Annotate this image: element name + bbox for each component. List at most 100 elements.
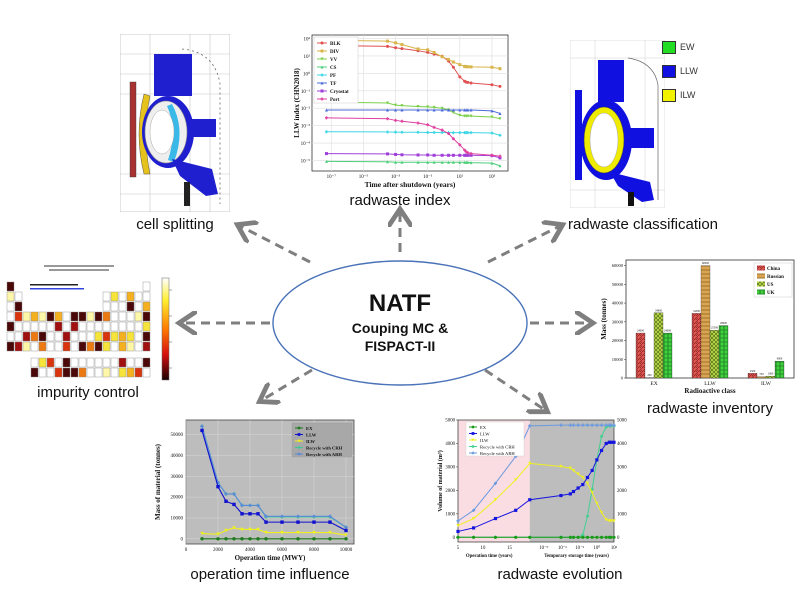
element-cell: [134, 341, 143, 352]
data-point: [469, 152, 473, 156]
data-point: [440, 55, 444, 59]
bar: [774, 360, 785, 379]
data-point: [426, 160, 430, 164]
x-tick-label: 5: [457, 546, 460, 551]
element-cell: [86, 367, 95, 378]
data-point: [466, 153, 470, 157]
impurity-colorbar: [161, 277, 172, 381]
series-recycle-with-arh: [456, 423, 616, 523]
data-point: [466, 108, 470, 112]
data-point: [590, 491, 594, 495]
data-point: [604, 518, 608, 522]
y-right-tick-label: 5000: [617, 419, 627, 424]
data-point: [472, 516, 476, 521]
data-point: [581, 423, 585, 427]
data-point: [394, 152, 398, 156]
bar: [747, 373, 758, 379]
data-point: [498, 67, 502, 71]
data-point: [609, 519, 613, 523]
element-cell: [78, 367, 87, 378]
element-cell: [54, 341, 63, 352]
data-point: [224, 528, 228, 533]
bar-value-label: 60000: [702, 262, 710, 265]
y-tick-label: 50000: [612, 282, 624, 287]
data-point: [514, 478, 518, 482]
element-cell: [134, 331, 143, 342]
data-point: [264, 530, 268, 535]
data-point: [469, 114, 473, 118]
data-point: [590, 487, 594, 491]
element-cell: [54, 367, 63, 378]
y-tick-label: 4000: [445, 442, 455, 447]
data-point: [386, 152, 390, 156]
legend-label: China: [767, 267, 781, 272]
element-cell: [70, 311, 79, 322]
data-point: [490, 161, 494, 165]
data-point: [432, 153, 436, 157]
data-point: [585, 514, 590, 518]
data-point: [595, 501, 599, 505]
element-cell: [126, 341, 135, 352]
x-axis-label: Radioactive class: [684, 387, 735, 395]
data-point: [456, 535, 460, 539]
bar-value-label: 2500: [750, 370, 756, 373]
data-point: [595, 458, 599, 462]
data-point: [463, 148, 467, 152]
data-point: [280, 530, 284, 535]
data-point: [571, 489, 576, 494]
y-tick-label: 3000: [445, 465, 455, 470]
x-tick-label: 10⁰: [593, 545, 600, 551]
data-point: [585, 535, 590, 539]
data-point: [232, 492, 236, 496]
element-cell: [62, 321, 71, 332]
y-tick-label: 1000: [445, 512, 455, 517]
element-cell: [22, 331, 31, 342]
data-point: [248, 527, 252, 532]
data-point: [394, 46, 398, 50]
data-point: [216, 484, 220, 489]
data-point: [498, 156, 502, 160]
radwaste-index-chart: 10⁻⁷ 10⁻⁵ 10⁻³ 10⁻¹ 10¹ 10³ 10² 10¹ 10⁰ 10⁻¹ 10⁻² 1…: [293, 34, 509, 189]
data-point: [458, 113, 462, 117]
x-tick-label: 2000: [213, 548, 224, 553]
data-point: [466, 151, 470, 155]
data-point: [568, 492, 572, 496]
y-tick-label: 30000: [171, 475, 184, 480]
element-cell: [102, 367, 111, 378]
data-point: [451, 60, 455, 64]
operation-time-chart: 0 2000 4000 6000 8000 10000 0 10000 20000 30000 40…: [154, 419, 355, 562]
data-point: [432, 125, 436, 129]
bar-value-label: 24000: [664, 330, 672, 333]
data-point: [240, 527, 244, 532]
data-point: [324, 108, 328, 112]
data-point: [248, 512, 252, 516]
data-point: [493, 481, 498, 485]
data-point: [232, 502, 236, 507]
data-point: [440, 128, 444, 132]
element-cell: [110, 367, 119, 378]
series-div: [324, 38, 502, 71]
data-point: [493, 516, 498, 521]
element-cell: [94, 357, 103, 368]
element-cell: [86, 357, 95, 368]
impurity-periodic-table: [6, 265, 151, 378]
data-point: [458, 108, 462, 112]
data-point: [447, 153, 451, 157]
data-point: [440, 108, 444, 112]
legend-swatch: [757, 265, 765, 271]
bar-value-label: 200: [647, 374, 652, 377]
legend-marker: [320, 65, 324, 69]
legend-label: DIV: [330, 50, 340, 55]
center-subtitle-line1: Couping MC &: [351, 320, 449, 336]
series-cs: [324, 159, 502, 168]
data-point: [386, 130, 390, 134]
legend-marker: [320, 89, 324, 93]
element-cell: [102, 331, 111, 342]
data-point: [599, 535, 604, 539]
x-axis-label-left: Operation time (years): [466, 554, 513, 559]
data-point: [581, 482, 585, 487]
caption-radwaste-index: radwaste index: [349, 192, 451, 209]
data-point: [576, 486, 580, 490]
data-point: [466, 114, 470, 118]
